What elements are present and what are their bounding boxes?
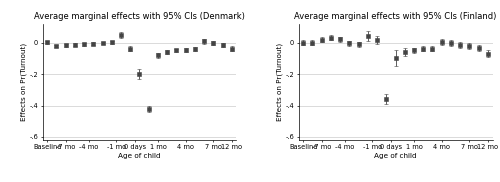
X-axis label: Age of child: Age of child	[374, 153, 417, 159]
Title: Average marginal effects with 95% CIs (Finland): Average marginal effects with 95% CIs (F…	[294, 13, 496, 21]
X-axis label: Age of child: Age of child	[118, 153, 161, 159]
Y-axis label: Effects on Pr(Turnout): Effects on Pr(Turnout)	[20, 43, 27, 121]
Title: Average marginal effects with 95% CIs (Denmark): Average marginal effects with 95% CIs (D…	[34, 13, 245, 21]
Y-axis label: Effects on Pr(Turnout): Effects on Pr(Turnout)	[276, 43, 283, 121]
